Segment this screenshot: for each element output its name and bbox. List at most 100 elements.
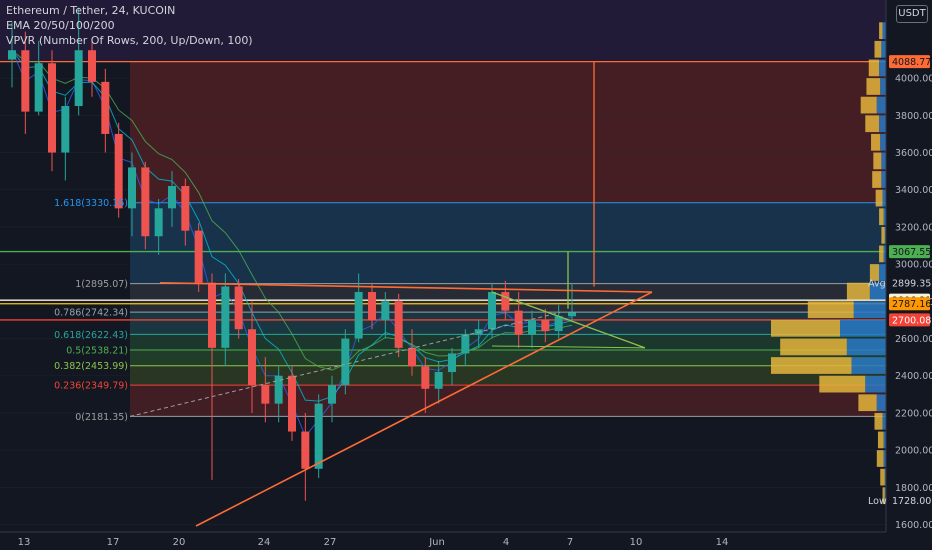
price-label-bg [889,313,930,327]
candle-body [541,319,550,332]
vp-bar-down [871,133,881,151]
price-tick: 3000.00 [895,260,932,271]
vp-bar-down [780,338,847,356]
vp-bar-down [874,40,882,58]
time-tick: 27 [324,537,337,548]
candle-body [21,50,30,112]
price-labels: 4088.773067.55Avg2899.352806.312787.1627… [868,55,931,508]
price-tick: 3400.00 [895,185,932,196]
vp-bar-up [882,22,886,40]
vp-bar-up [883,208,886,226]
candle-body [528,319,536,335]
vp-bar-down [882,487,885,505]
candle-body [221,286,230,348]
time-tick: 14 [716,537,729,548]
vp-bar-down [866,78,881,95]
candle-body [208,282,216,348]
candle-body [101,81,110,134]
price-tick: 3600.00 [895,148,932,159]
candle-body [314,403,323,469]
price-label-prefix: Low [868,496,887,507]
fib-diagonal [129,312,561,417]
vp-bar-up [883,431,886,449]
vp-bar-up [883,245,886,263]
symbol-legend[interactable]: Ethereum / Tether, 24, KUCOIN [6,4,176,17]
price-axis[interactable]: 1600.00 1800.00 2000.00 2200.00 2400.00 2600.… [885,0,932,550]
vp-bar-down [874,412,883,430]
fib-label: 0(2181.35) [75,412,128,423]
candle-body [341,338,350,386]
time-tick: 4 [503,537,509,548]
band-green2 [130,350,886,366]
vp-bar-down [771,357,852,374]
candle-body [88,50,96,82]
price-tick: 4000.00 [895,74,932,85]
price-tick: 2600.00 [895,334,932,345]
band-top-purple [0,0,886,62]
candle-body [154,208,163,237]
candle-body [274,375,283,404]
time-tick: Jun [428,537,445,548]
price-label: 4088.77 [892,57,931,68]
vp-bar-down [879,208,884,226]
candle-body [354,292,363,339]
fib-label: 1(2895.07) [75,279,128,290]
vp-bar-up [884,487,886,505]
time-axis[interactable]: 13 17 20 24 27 Jun 4 7 10 14 [0,531,932,550]
vp-bar-up [879,115,886,133]
candle-body [381,301,390,320]
price-label-bg [889,494,930,508]
price-tick: 2400.00 [895,371,932,382]
vp-bar-up [879,59,886,77]
candle-body [301,431,310,469]
time-tick: 24 [258,537,271,548]
candle-body [168,186,176,209]
candle-body [394,301,403,348]
fib-label: 1.618(3330.16) [54,198,128,209]
time-tick: 13 [18,537,31,548]
vp-bar-up [865,375,886,393]
vpvr-legend[interactable]: VPVR (Number Of Rows, 200, Up/Down, 100) [6,34,253,47]
time-tick: 7 [567,537,573,548]
band-green3 [130,365,886,386]
candle-body [408,347,416,367]
price-label-bg [889,297,930,311]
candle-body [568,312,576,317]
volume-profile [771,22,886,505]
vp-bar-up [853,301,886,319]
price-label: 3067.55 [892,247,931,258]
candle-body [288,375,296,432]
candle-body [248,329,256,386]
vp-bar-up [879,264,886,281]
vp-bar-up [851,357,886,374]
candle-body [261,385,270,404]
vp-bar-down [872,171,882,188]
vp-bar-down [846,282,870,300]
vp-bar-down [873,152,882,170]
ascending-trendline [195,291,653,527]
vp-bar-down [879,245,884,263]
vp-bar-down [860,96,877,114]
fib-labels: 1.618(3330.16) 1(2895.07) 0.786(2742.34) 0.… [54,198,128,423]
currency-button[interactable]: USDT [896,5,928,23]
vp-bar-down [807,301,854,319]
price-tick: 2000.00 [895,446,932,457]
ema-legend[interactable]: EMA 20/50/100/200 [6,19,115,32]
vp-bar-up [869,282,886,300]
vp-bar-up [876,394,886,412]
candle-body [61,106,70,153]
candle-body [434,372,443,389]
price-tick: 3200.00 [895,222,932,233]
vp-bar-up [880,78,886,95]
vp-bar-up [882,412,886,430]
vp-bar-down [880,468,885,486]
vp-bar-down [869,264,880,281]
fib-label: 0.786(2742.34) [54,308,128,319]
vp-bar-up [876,96,886,114]
vp-bar-up [881,152,886,170]
band-red-bottom [130,385,886,417]
vp-bar-up [840,319,886,337]
vp-bar-down [865,115,880,133]
fib-label: 0.618(2622.43) [54,330,128,341]
